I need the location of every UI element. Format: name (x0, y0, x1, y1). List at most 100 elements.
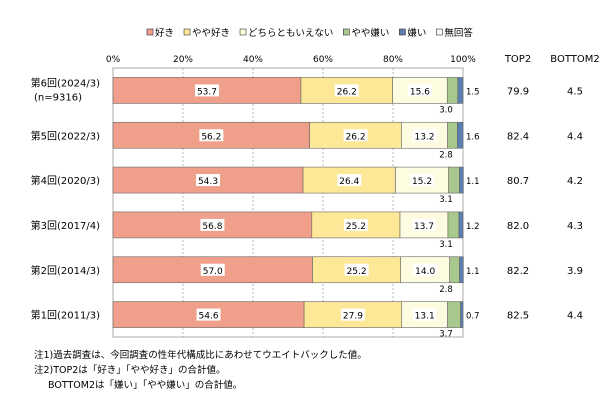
bar-segment-1-3 (447, 121, 458, 149)
data-label-right-0: 1.5 (466, 87, 480, 97)
legend-swatch-1 (183, 28, 191, 36)
data-label-1-2: 13.2 (414, 132, 434, 142)
data-label-right-3: 1.2 (466, 222, 480, 232)
category-label-0: 第6回(2024/3) (31, 76, 100, 89)
summary-value-0-1: 82.4 (507, 131, 529, 142)
footnote-3: BOTTOM2は「嫌い」「やや嫌い」の合計値。 (48, 380, 243, 391)
data-label-right-1: 1.6 (466, 132, 480, 142)
data-label-2-1: 26.4 (339, 177, 359, 187)
bar-segment-3-3 (447, 211, 460, 239)
bar-segment-0-3 (446, 77, 459, 104)
summary-value-0-2: 80.7 (507, 176, 529, 187)
legend-swatch-2 (239, 28, 247, 36)
data-label-1-0: 56.2 (201, 132, 221, 142)
data-label-3-1: 25.2 (346, 222, 366, 232)
summary-value-1-1: 4.4 (567, 131, 583, 142)
data-label-2-0: 54.3 (198, 177, 218, 187)
data-label-bg-4-1 (344, 263, 369, 276)
category-label-5: 第1回(2011/3) (31, 309, 100, 322)
data-label-bg-5-0 (196, 308, 221, 321)
legend-label-3: やや嫌い (351, 27, 389, 39)
data-label-0-2: 15.6 (410, 87, 430, 97)
data-label-3-0: 56.8 (202, 222, 222, 232)
data-label-below-5: 3.7 (439, 330, 453, 340)
summary-value-1-0: 4.5 (567, 86, 583, 97)
footnotes: 注1)過去調査は、今回調査の性年代構成比にあわせてウエイトバックした値。 注2)… (34, 348, 367, 393)
bar-segment-1-4 (457, 121, 464, 149)
legend-swatch-4 (399, 28, 406, 36)
data-label-0-1: 26.2 (337, 87, 357, 97)
data-label-bg-2-1 (337, 174, 362, 187)
bar-segment-5-4 (460, 301, 464, 328)
legend-label-2: どちらともいえない (248, 28, 333, 39)
bar-segment-5-3 (447, 301, 461, 328)
x-tick-label-0: 0% (106, 55, 121, 65)
legend-label-1: やや好き (192, 27, 230, 39)
data-label-bg-3-0 (200, 218, 225, 231)
data-label-2-2: 15.2 (412, 177, 432, 187)
data-label-bg-1-1 (343, 129, 368, 142)
category-label-1: 第5回(2022/3) (31, 129, 100, 142)
x-tick-label-5: 100% (450, 55, 476, 65)
category-sublabel-0: (n=9316) (34, 92, 82, 103)
bar-segment-2-4 (459, 166, 464, 194)
summary-value-0-4: 82.2 (507, 266, 529, 277)
data-label-5-0: 54.6 (199, 312, 219, 322)
data-label-5-1: 27.9 (343, 312, 363, 322)
summary-header-0: TOP2 (504, 54, 531, 65)
data-label-bg-2-2 (410, 174, 435, 187)
summary-value-1-3: 4.3 (567, 221, 583, 232)
summary-value-1-2: 4.2 (567, 176, 583, 187)
data-label-0-0: 53.7 (197, 87, 217, 97)
bar-segment-4-4 (459, 256, 464, 284)
data-label-bg-5-1 (340, 308, 365, 321)
bar-segment-1-0 (112, 121, 310, 149)
summary-value-0-5: 82.5 (507, 311, 529, 322)
bar-segment-3-4 (458, 211, 464, 239)
data-label-bg-0-1 (334, 84, 359, 97)
data-label-right-2: 1.1 (466, 177, 480, 187)
summary-value-1-4: 3.9 (567, 266, 583, 277)
summary-value-0-0: 79.9 (507, 86, 529, 97)
summary-value-0-3: 82.0 (507, 221, 529, 232)
legend-label-5: 無回答 (444, 27, 473, 39)
footnote-2: 注2)TOP2は「好き」「やや好き」の合計値。 (34, 365, 226, 376)
data-label-4-1: 25.2 (347, 267, 367, 277)
data-label-bg-1-0 (199, 129, 224, 142)
category-label-4: 第2回(2014/3) (31, 264, 100, 277)
x-tick-label-1: 20% (173, 55, 193, 65)
bar-segment-0-4 (457, 77, 464, 104)
legend-label-4: 嫌い (407, 27, 426, 39)
data-label-1-1: 26.2 (346, 132, 366, 142)
data-label-below-1: 2.8 (439, 150, 453, 160)
legend-swatch-0 (146, 28, 154, 36)
data-label-below-3: 3.1 (439, 240, 453, 250)
data-label-4-0: 57.0 (203, 267, 223, 277)
data-label-bg-3-1 (343, 218, 368, 231)
data-label-bg-3-2 (411, 218, 436, 231)
data-label-bg-0-0 (194, 84, 219, 97)
data-label-bg-0-2 (407, 84, 432, 97)
data-label-right-4: 1.1 (466, 267, 480, 277)
bar-segment-4-3 (449, 256, 460, 284)
data-label-3-2: 13.7 (414, 222, 434, 232)
legend-label-0: 好き (155, 27, 174, 39)
bar-segment-2-3 (448, 166, 460, 194)
footnote-1: 注1)過去調査は、今回調査の性年代構成比にあわせてウエイトバックした値。 (34, 350, 367, 361)
data-label-bg-1-2 (412, 129, 437, 142)
data-label-5-2: 13.1 (415, 312, 435, 322)
summary-value-1-5: 4.4 (567, 311, 583, 322)
data-label-bg-4-0 (200, 263, 225, 276)
x-tick-label-2: 40% (243, 55, 263, 65)
summary-header-1: BOTTOM2 (550, 54, 599, 65)
legend-swatch-3 (343, 28, 350, 36)
stacked-bar-chart: 好き やや好き どちらともいえない やや嫌い 嫌い 無回答 0% 20% 40% 60% 80% 10… (31, 27, 600, 340)
data-label-bg-2-0 (196, 174, 221, 187)
data-label-bg-4-2 (413, 263, 438, 276)
category-label-3: 第3回(2017/4) (31, 219, 100, 232)
plot-area (112, 67, 464, 338)
data-label-right-5: 0.7 (466, 312, 480, 322)
bar-segment-1-2 (401, 121, 448, 149)
legend-swatch-5 (436, 28, 443, 36)
data-label-below-4: 2.8 (439, 285, 453, 295)
